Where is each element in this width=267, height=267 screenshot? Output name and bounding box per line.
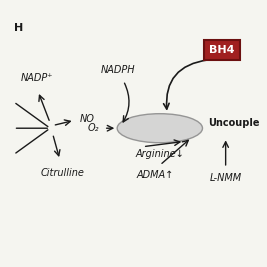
- Text: ADMA↑: ADMA↑: [136, 171, 174, 180]
- Text: BH4: BH4: [209, 45, 235, 55]
- Ellipse shape: [117, 114, 202, 143]
- Text: Uncouple: Uncouple: [209, 118, 260, 128]
- Text: Arginine↓: Arginine↓: [135, 149, 184, 159]
- FancyBboxPatch shape: [204, 40, 240, 60]
- Text: H: H: [14, 22, 23, 33]
- Text: L-NMM: L-NMM: [210, 173, 242, 183]
- Text: O₂: O₂: [87, 123, 99, 133]
- Text: NADPH: NADPH: [101, 65, 136, 75]
- Text: NADP⁺: NADP⁺: [21, 73, 53, 83]
- Text: NO: NO: [79, 114, 94, 124]
- Text: Citrulline: Citrulline: [40, 168, 84, 178]
